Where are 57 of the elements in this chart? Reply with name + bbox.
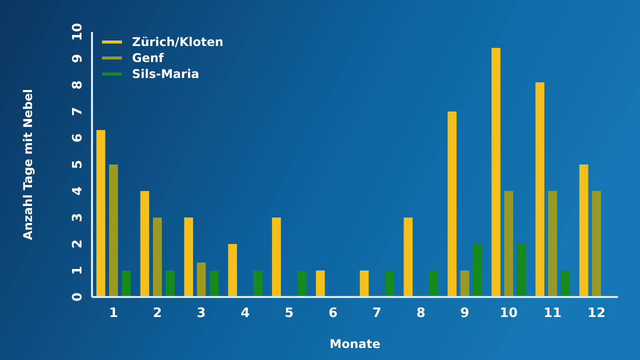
bar (109, 164, 118, 297)
legend-label: Genf (132, 51, 165, 65)
y-tick-label: 3 (70, 212, 86, 222)
bar (473, 244, 482, 297)
y-tick-label: 4 (70, 186, 86, 196)
bar (253, 270, 262, 297)
bar (429, 270, 438, 297)
x-tick-label: 3 (196, 306, 206, 321)
bar (152, 218, 162, 297)
bar (316, 270, 325, 297)
x-tick-label: 4 (240, 306, 250, 321)
bar (210, 270, 218, 297)
bar (448, 112, 457, 297)
x-tick-label: 2 (152, 306, 162, 321)
bar (404, 218, 413, 297)
y-tick-label: 2 (70, 239, 86, 249)
bar (297, 270, 306, 297)
bar (166, 270, 175, 297)
bar (385, 270, 394, 297)
bar (96, 130, 106, 297)
bar (122, 270, 131, 297)
x-tick-label: 7 (372, 306, 382, 321)
bar (592, 191, 601, 297)
y-axis-title: Anzahl Tage mit Nebel (21, 89, 35, 240)
x-tick-label: 11 (544, 306, 562, 321)
y-tick-label: 10 (70, 22, 86, 42)
bar (184, 218, 194, 297)
bar (140, 191, 150, 297)
x-tick-label: 9 (460, 306, 470, 321)
x-tick-label: 1 (108, 306, 118, 321)
bar (272, 218, 281, 297)
x-axis-title: Monate (330, 337, 380, 351)
y-tick-label: 7 (70, 106, 86, 116)
x-tick-label: 5 (284, 306, 294, 321)
y-tick-label: 9 (70, 54, 86, 64)
bar (360, 270, 369, 297)
bar (548, 191, 558, 297)
x-tick-label: 12 (587, 306, 606, 321)
bar (460, 270, 470, 297)
x-tick-label: 8 (416, 306, 426, 321)
y-tick-label: 8 (70, 80, 86, 90)
legend-label: Sils-Maria (132, 67, 200, 81)
bar (560, 270, 570, 297)
x-tick-label: 6 (328, 306, 338, 321)
bar (492, 48, 500, 297)
y-tick-label: 1 (70, 266, 86, 276)
bar (228, 244, 237, 297)
y-tick-label: 5 (70, 160, 86, 170)
y-tick-label: 0 (70, 292, 86, 302)
bar (535, 82, 544, 297)
y-tick-label: 6 (70, 133, 86, 143)
legend-label: Zürich/Kloten (132, 35, 224, 49)
bar (516, 244, 526, 297)
bar (504, 191, 514, 297)
bar (579, 164, 588, 297)
bar (196, 262, 206, 297)
x-tick-label: 10 (500, 306, 518, 321)
